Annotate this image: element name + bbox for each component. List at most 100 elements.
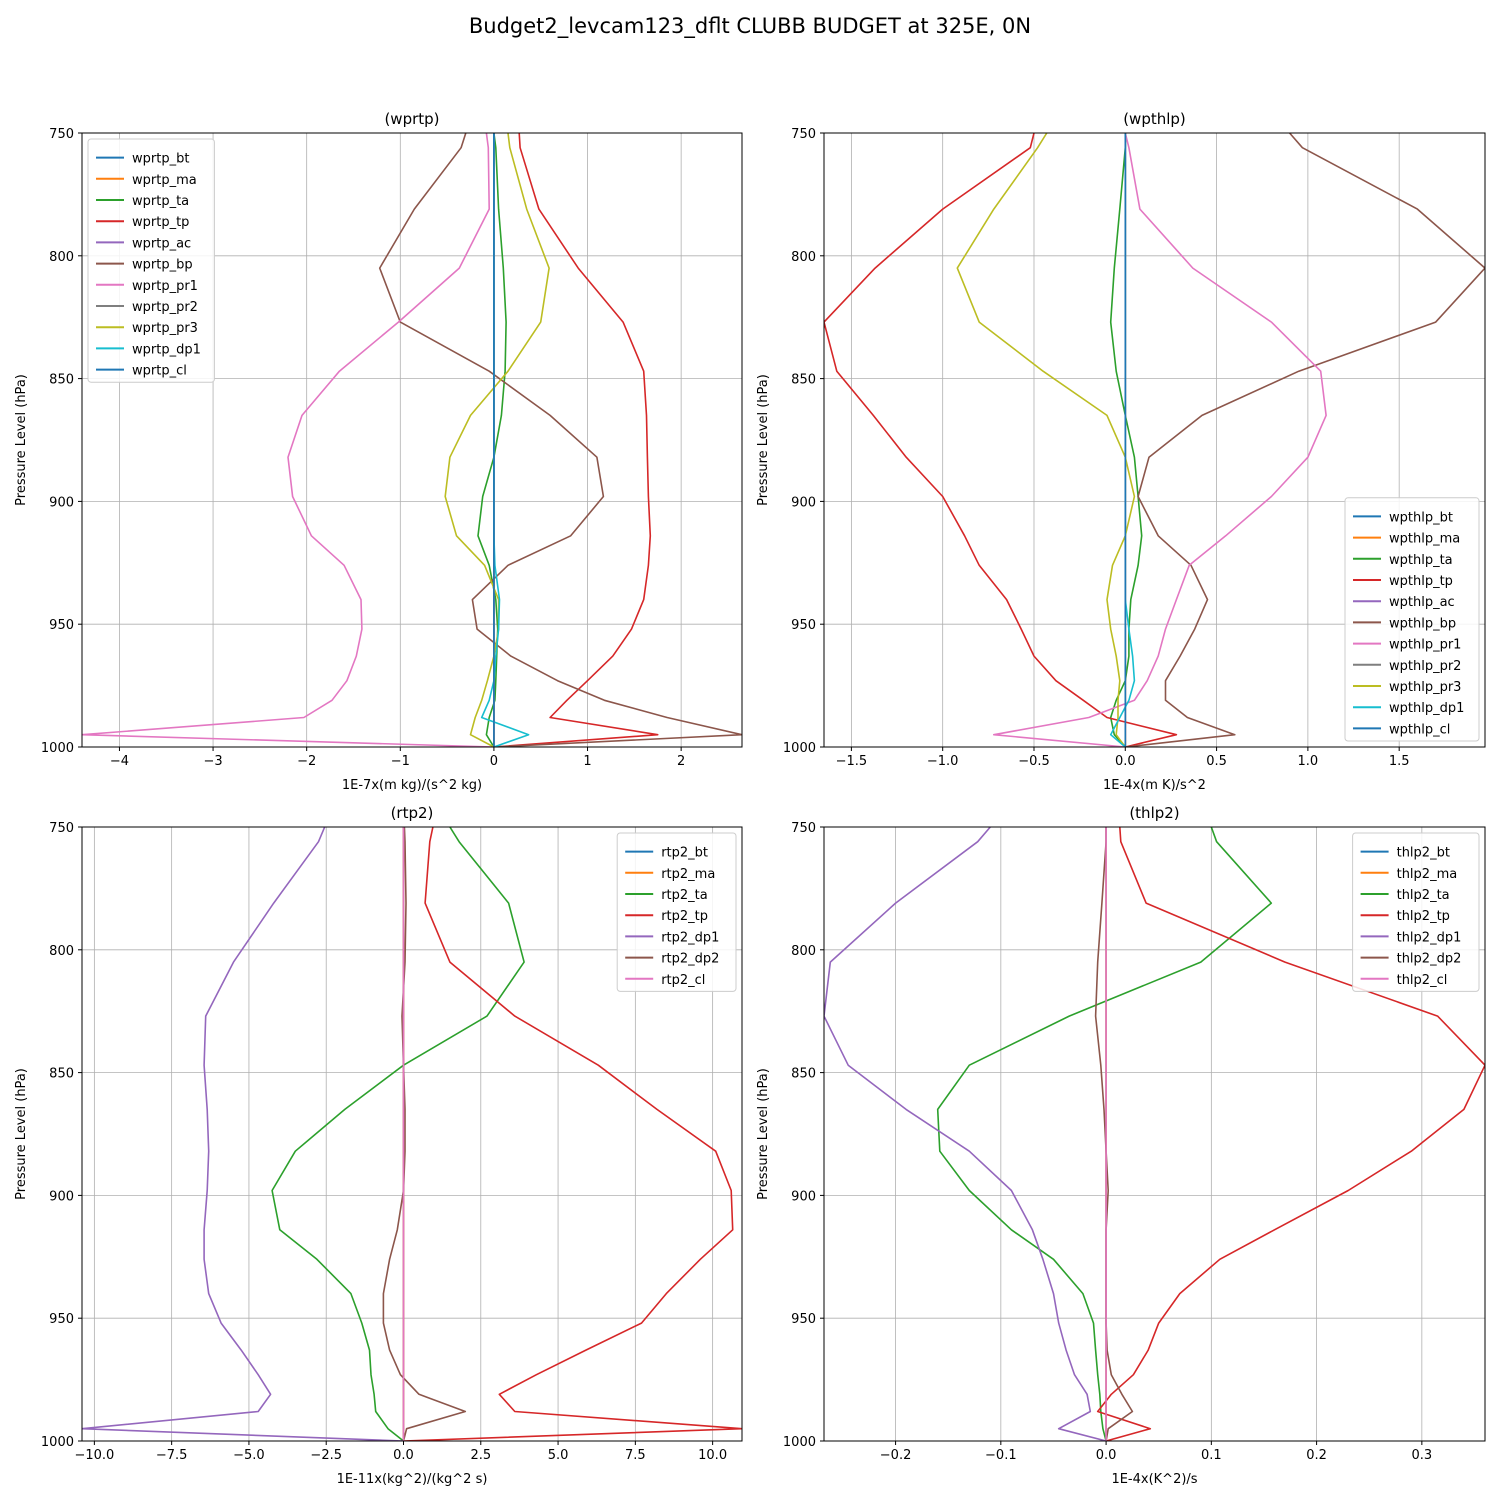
x-tick-label: −4 bbox=[110, 754, 129, 769]
series-line-wpthlp_pr1 bbox=[992, 133, 1327, 747]
x-tick-label: −10.0 bbox=[74, 1448, 114, 1463]
x-tick-label: −1 bbox=[391, 754, 410, 769]
y-tick-label: 1000 bbox=[783, 741, 816, 756]
panel-title: (wpthlp) bbox=[1123, 110, 1186, 128]
x-tick-label: 0.0 bbox=[393, 1448, 414, 1463]
x-tick-label: 0.0 bbox=[1096, 1448, 1117, 1463]
y-tick-label: 900 bbox=[49, 495, 74, 510]
legend-label: thlp2_bt bbox=[1397, 846, 1450, 861]
legend-label: wprtp_pr2 bbox=[132, 300, 198, 315]
legend-label: rtp2_bt bbox=[661, 846, 708, 861]
chart-panel-2: −10.0 −7.5 −5.0 −2.5 0.0 2.5 5.0 7.5 10.0 750 800 8… bbox=[14, 804, 743, 1487]
legend-label: wpthlp_pr2 bbox=[1389, 659, 1461, 674]
y-tick-label: 900 bbox=[49, 1189, 74, 1204]
x-tick-label: −3 bbox=[203, 754, 222, 769]
y-tick-label: 850 bbox=[49, 1067, 74, 1082]
x-tick-label: −0.1 bbox=[985, 1448, 1017, 1463]
y-tick-label: 850 bbox=[49, 373, 74, 388]
series-line-rtp2_dp2 bbox=[382, 827, 467, 1441]
y-axis-label: Pressure Level (hPa) bbox=[14, 1068, 29, 1200]
series-group bbox=[824, 827, 1485, 1441]
y-tick-label: 800 bbox=[49, 944, 74, 959]
series-line-rtp2_ta bbox=[271, 827, 525, 1441]
series-line-rtp2_dp1 bbox=[82, 827, 404, 1441]
chart-panel-1: −1.5 −1.0 −0.5 0.0 0.5 1.0 1.5 750 800 850 900 950 1… bbox=[756, 110, 1486, 793]
y-tick-label: 850 bbox=[791, 373, 816, 388]
legend-label: rtp2_tp bbox=[661, 909, 708, 924]
y-tick-label: 750 bbox=[791, 127, 816, 142]
legend-label: wprtp_pr1 bbox=[132, 279, 198, 294]
x-tick-label: 1.0 bbox=[1298, 754, 1319, 769]
plot-frame bbox=[81, 826, 743, 1442]
x-tick-label: 7.5 bbox=[625, 1448, 646, 1463]
legend-label: thlp2_dp1 bbox=[1397, 930, 1462, 945]
x-tick-label: −2.5 bbox=[310, 1448, 342, 1463]
series-line-wpthlp_tp bbox=[824, 133, 1178, 747]
legend-label: wprtp_ta bbox=[132, 194, 189, 209]
plot-frame bbox=[823, 132, 1486, 748]
y-tick-label: 750 bbox=[791, 821, 816, 836]
x-tick-label: 10.0 bbox=[698, 1448, 727, 1463]
legend: thlp2_bt thlp2_ma thlp2_ta thlp2_tp thlp2_dp… bbox=[1352, 832, 1480, 992]
x-tick-label: −2 bbox=[297, 754, 316, 769]
x-tick-label: −0.2 bbox=[880, 1448, 912, 1463]
legend-label: wprtp_ma bbox=[132, 173, 197, 188]
y-tick-label: 950 bbox=[49, 618, 74, 633]
series-line-wprtp_pr1 bbox=[82, 133, 494, 747]
series-line-wpthlp_pr3 bbox=[956, 133, 1136, 747]
y-axis-label: Pressure Level (hPa) bbox=[756, 374, 771, 506]
legend-label: wpthlp_pr3 bbox=[1389, 680, 1461, 695]
legend-label: rtp2_ma bbox=[661, 867, 715, 882]
y-tick-label: 750 bbox=[49, 127, 74, 142]
x-tick-label: −1.0 bbox=[927, 754, 959, 769]
panel-title: (thlp2) bbox=[1129, 804, 1179, 822]
x-tick-label: 2.5 bbox=[470, 1448, 491, 1463]
legend-label: wprtp_bp bbox=[132, 258, 193, 273]
legend-label: thlp2_cl bbox=[1397, 973, 1448, 988]
legend-label: wpthlp_dp1 bbox=[1389, 701, 1464, 716]
y-tick-label: 800 bbox=[791, 944, 816, 959]
plot-frame bbox=[823, 826, 1486, 1442]
y-tick-label: 1000 bbox=[41, 741, 74, 756]
chart-panel-3: −0.2 −0.1 0.0 0.1 0.2 0.3 750 800 850 900 950 1000 (… bbox=[756, 804, 1486, 1487]
y-tick-label: 900 bbox=[791, 1189, 816, 1204]
series-group bbox=[824, 133, 1485, 747]
legend-label: wpthlp_ta bbox=[1389, 553, 1453, 568]
legend-label: thlp2_ta bbox=[1397, 888, 1450, 903]
x-tick-label: 0.2 bbox=[1306, 1448, 1327, 1463]
legend: rtp2_bt rtp2_ma rtp2_ta rtp2_tp rtp2_dp1 rtp2… bbox=[616, 832, 737, 992]
x-axis-label: 1E-4x(m K)/s^2 bbox=[1103, 778, 1206, 793]
plot-frame bbox=[81, 132, 743, 748]
series-line-rtp2_tp bbox=[403, 827, 742, 1441]
series-line-wprtp_tp bbox=[493, 133, 659, 747]
x-tick-label: 2 bbox=[677, 754, 685, 769]
series-line-wprtp_bp bbox=[378, 133, 742, 747]
y-tick-label: 1000 bbox=[783, 1435, 816, 1450]
y-tick-label: 950 bbox=[49, 1312, 74, 1327]
legend-label: wprtp_pr3 bbox=[132, 321, 198, 336]
x-tick-label: 1 bbox=[583, 754, 591, 769]
series-group bbox=[82, 827, 742, 1441]
y-tick-label: 800 bbox=[791, 250, 816, 265]
y-tick-label: 950 bbox=[791, 618, 816, 633]
legend-label: wprtp_bt bbox=[132, 152, 189, 167]
x-tick-label: 0.1 bbox=[1201, 1448, 1222, 1463]
x-axis-label: 1E-11x(kg^2)/(kg^2 s) bbox=[337, 1472, 488, 1487]
legend-label: wprtp_dp1 bbox=[132, 342, 201, 357]
legend-label: thlp2_dp2 bbox=[1397, 952, 1462, 967]
series-line-wpthlp_bp bbox=[1125, 133, 1485, 747]
series-line-wprtp_pr3 bbox=[444, 133, 550, 747]
panel-title: (rtp2) bbox=[391, 804, 434, 822]
chart-panel-0: −4 −3 −2 −1 0 1 2 750 800 850 900 950 1000 (wprtp) 1E-… bbox=[14, 110, 743, 793]
x-tick-label: 0.5 bbox=[1206, 754, 1227, 769]
legend-label: wpthlp_cl bbox=[1389, 722, 1450, 737]
panel-title: (wprtp) bbox=[384, 110, 439, 128]
x-axis-label: 1E-7x(m kg)/(s^2 kg) bbox=[342, 778, 482, 793]
legend-label: wpthlp_pr1 bbox=[1389, 638, 1461, 653]
y-axis-label: Pressure Level (hPa) bbox=[756, 1068, 771, 1200]
series-line-thlp2_dp1 bbox=[824, 827, 1107, 1441]
legend-label: wpthlp_tp bbox=[1389, 574, 1453, 589]
y-tick-label: 850 bbox=[791, 1067, 816, 1082]
x-tick-label: 0.0 bbox=[1115, 754, 1136, 769]
